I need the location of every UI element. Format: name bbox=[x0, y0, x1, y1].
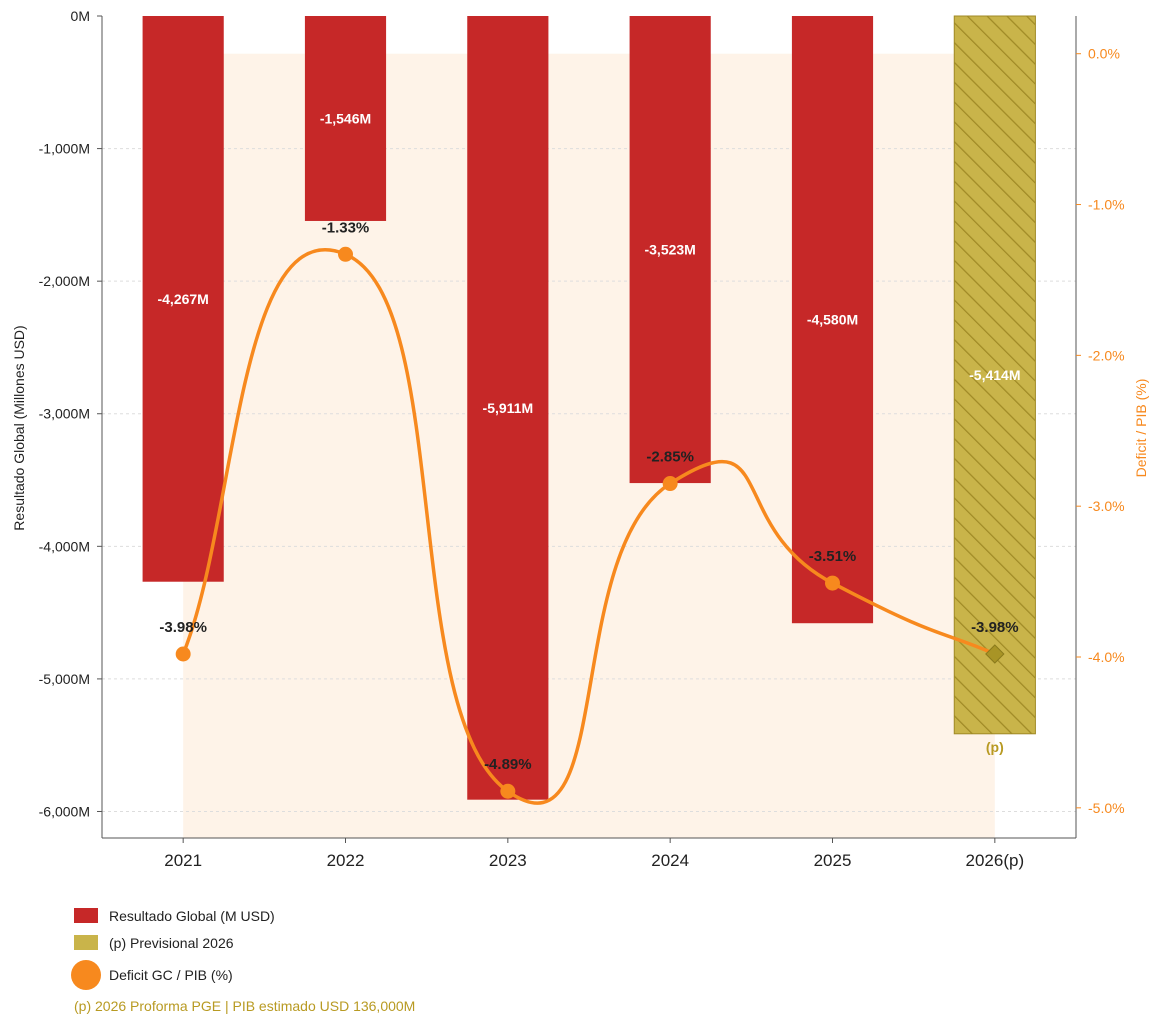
gridlines bbox=[102, 148, 1076, 812]
deficit-value-label-2023: -4.89% bbox=[484, 756, 532, 773]
legend-item-deficit: Deficit GC / PIB (%) bbox=[71, 956, 275, 994]
deficit-point-2022 bbox=[338, 246, 353, 262]
legend-swatch-deficit bbox=[71, 960, 101, 990]
y-tick-label-right-1: -1.0% bbox=[1088, 197, 1125, 213]
deficit-value-label-2026(p): -3.98% bbox=[971, 619, 1019, 636]
legend-label-previsional: (p) Previsional 2026 bbox=[109, 934, 234, 951]
deficit-value-label-2022: -1.33% bbox=[322, 219, 370, 236]
deficit-value-label-2025: -3.51% bbox=[809, 548, 857, 565]
deficit-value-label-2021: -3.98% bbox=[159, 619, 207, 636]
legend-item-previsional: (p) Previsional 2026 bbox=[74, 929, 275, 956]
y-tick-label-right-0: 0.0% bbox=[1088, 46, 1120, 62]
legend-swatch-resultado bbox=[74, 908, 98, 923]
deficit-point-2026(p) bbox=[985, 644, 1005, 664]
x-tick-label-2021: 2021 bbox=[164, 851, 202, 870]
footnote: (p) 2026 Proforma PGE | PIB estimado USD… bbox=[74, 998, 416, 1014]
provisional-marker: (p) bbox=[986, 739, 1004, 755]
x-tick-label-2023: 2023 bbox=[489, 851, 527, 870]
bar-value-label-2022: -1,546M bbox=[320, 110, 371, 126]
y-tick-label-left-3: -3,000M bbox=[39, 406, 90, 422]
y-tick-label-right-2: -2.0% bbox=[1088, 347, 1125, 363]
deficit-point-2024 bbox=[662, 476, 678, 492]
bar-2023 bbox=[467, 16, 549, 800]
x-tick-label-2025: 2025 bbox=[814, 851, 852, 870]
y-tick-label-left-4: -4,000M bbox=[39, 538, 90, 554]
y-tick-label-right-3: -3.0% bbox=[1088, 498, 1125, 514]
x-tick-label-2026(p): 2026(p) bbox=[966, 851, 1025, 870]
deficit-point-2021 bbox=[175, 646, 191, 662]
deficit-point-2025 bbox=[825, 575, 840, 591]
bar-2022 bbox=[304, 16, 387, 221]
legend-label-deficit: Deficit GC / PIB (%) bbox=[109, 967, 233, 983]
bar-2026(p) bbox=[953, 15, 1036, 735]
bar-2025 bbox=[791, 16, 874, 624]
deficit-value-label-2024: -2.85% bbox=[646, 449, 694, 466]
x-tick-label-2022: 2022 bbox=[327, 851, 365, 870]
y-tick-label-left-5: -5,000M bbox=[39, 671, 90, 687]
legend: Resultado Global (M USD) (p) Previsional… bbox=[71, 902, 275, 994]
deficit-line bbox=[181, 248, 996, 805]
y-tick-label-left-6: -6,000M bbox=[39, 803, 90, 819]
y-tick-label-right-4: -4.0% bbox=[1088, 649, 1125, 665]
bars-layer bbox=[142, 15, 1036, 800]
y-axis-label-left: Resultado Global (Millones USD) bbox=[11, 325, 27, 530]
bar-value-label-2026(p): -5,414M bbox=[969, 367, 1020, 383]
y-tick-label-left-1: -1,000M bbox=[39, 141, 90, 157]
chart: 0M -1,000M -2,000M -3,000M -4,000M -5,000M -6,… bbox=[11, 8, 1149, 870]
bar-value-label-2021: -4,267M bbox=[157, 291, 208, 307]
legend-label-resultado: Resultado Global (M USD) bbox=[109, 907, 275, 924]
deficit-point-2023 bbox=[500, 783, 516, 799]
axes-layer: 0M -1,000M -2,000M -3,000M -4,000M -5,000M -6,… bbox=[39, 8, 1125, 870]
data-labels-layer: -4,267M -1,546M -5,911M -3,523M -4,580M -5,41… bbox=[157, 110, 1020, 773]
bar-2021 bbox=[142, 16, 224, 582]
y-tick-label-left-0: 0M bbox=[71, 8, 90, 24]
y-tick-label-right-5: -5.0% bbox=[1088, 800, 1125, 816]
bar-value-label-2023: -5,911M bbox=[483, 400, 534, 416]
x-tick-label-2024: 2024 bbox=[651, 851, 689, 870]
legend-item-resultado: Resultado Global (M USD) bbox=[74, 902, 275, 929]
bar-2024 bbox=[629, 16, 711, 484]
legend-swatch-previsional bbox=[74, 935, 98, 950]
y-axis-label-right: Deficit / PIB (%) bbox=[1133, 379, 1149, 478]
bar-value-label-2025: -4,580M bbox=[807, 312, 858, 328]
bar-value-label-2024: -3,523M bbox=[644, 242, 695, 258]
deficit-line-layer bbox=[175, 246, 1005, 805]
y-tick-label-left-2: -2,000M bbox=[39, 273, 90, 289]
